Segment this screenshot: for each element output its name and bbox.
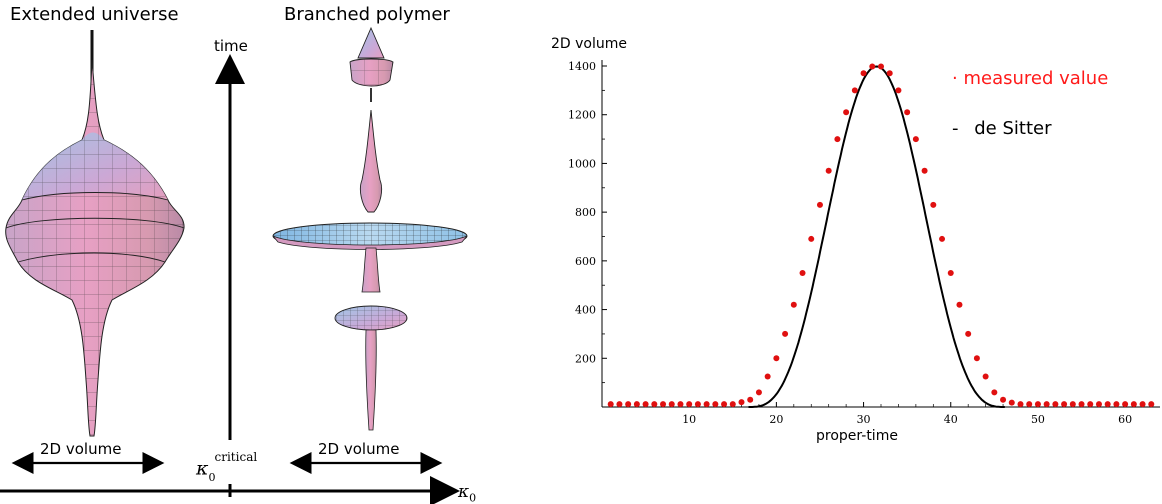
x-tick-label: 40 xyxy=(944,413,958,426)
measured-point xyxy=(965,330,972,337)
measured-point xyxy=(1130,401,1137,408)
measured-point xyxy=(677,401,684,408)
measured-point xyxy=(843,109,850,116)
measured-point xyxy=(747,396,754,403)
legend-measured-marker: · xyxy=(952,68,958,89)
x-tick-label: 10 xyxy=(682,413,696,426)
y-tick-label: 800 xyxy=(575,206,596,219)
measured-point xyxy=(956,301,963,308)
measured-point xyxy=(668,401,675,408)
measured-point xyxy=(1008,399,1015,406)
measured-point xyxy=(755,389,762,396)
kappa-axis-label: κ0 xyxy=(458,482,477,504)
legend-desitter-marker: - xyxy=(952,118,959,139)
measured-point xyxy=(816,201,823,208)
measured-point xyxy=(825,167,832,174)
measured-point xyxy=(947,270,954,277)
measured-point xyxy=(799,270,806,277)
measured-point xyxy=(625,401,632,408)
measured-point xyxy=(729,401,736,408)
measured-point xyxy=(912,136,919,143)
diagram-svg xyxy=(0,26,468,504)
measured-point xyxy=(1017,401,1024,408)
measured-point xyxy=(1104,401,1111,408)
branched-polymer-shape xyxy=(272,26,468,431)
measured-point xyxy=(1139,401,1146,408)
measured-point xyxy=(1034,401,1041,408)
measured-point xyxy=(1095,401,1102,408)
measured-point xyxy=(1087,401,1094,408)
measured-point xyxy=(1113,401,1120,408)
legend-desitter: - de Sitter xyxy=(952,118,1051,139)
x-tick-label: 30 xyxy=(857,413,871,426)
measured-point xyxy=(860,70,867,77)
measured-point xyxy=(869,63,876,70)
measured-point xyxy=(660,401,667,408)
measured-point xyxy=(921,167,928,174)
measured-point xyxy=(982,373,989,380)
y-tick-label: 200 xyxy=(575,352,596,365)
y-tick-label: 1400 xyxy=(568,60,596,73)
x-tick-label: 50 xyxy=(1031,413,1045,426)
measured-point xyxy=(878,63,884,70)
measured-point xyxy=(633,401,640,408)
measured-point xyxy=(773,355,780,362)
measured-point xyxy=(991,389,998,396)
measured-point xyxy=(616,401,623,408)
measured-point xyxy=(808,235,815,242)
chart-xlabel: proper-time xyxy=(816,428,898,444)
measured-point xyxy=(886,70,893,77)
extended-universe-title: Extended universe xyxy=(10,4,179,25)
measured-point xyxy=(721,401,728,408)
measured-point xyxy=(1148,401,1155,408)
measured-point xyxy=(790,301,797,308)
measured-point xyxy=(738,399,745,406)
x-tick-label: 60 xyxy=(1118,413,1132,426)
measured-point xyxy=(703,401,710,408)
x-tick-label: 20 xyxy=(769,413,783,426)
y-tick-label: 600 xyxy=(575,255,596,268)
measured-point xyxy=(904,109,911,116)
measured-point xyxy=(939,235,946,242)
measured-point xyxy=(712,401,719,408)
measured-point xyxy=(895,87,902,94)
measured-point xyxy=(764,373,771,380)
kappa-critical-sub: 0 xyxy=(208,471,216,485)
measured-point xyxy=(1078,401,1085,408)
measured-point xyxy=(1043,401,1050,408)
measured-point xyxy=(1061,401,1068,408)
y-tick-label: 400 xyxy=(575,304,596,317)
measured-point xyxy=(851,87,858,94)
measured-point xyxy=(1069,401,1076,408)
time-axis-label: time xyxy=(214,37,248,55)
legend-measured-label: measured value xyxy=(963,68,1109,89)
y-tick-label: 1000 xyxy=(568,157,596,170)
measured-point xyxy=(834,136,841,143)
measured-point xyxy=(930,201,937,208)
measured-point xyxy=(782,330,789,337)
kappa-critical-sup: critical xyxy=(214,450,258,464)
measured-point xyxy=(694,401,701,408)
measured-point xyxy=(1000,396,1007,403)
measured-point xyxy=(607,401,614,408)
measured-point xyxy=(1122,401,1129,408)
y-tick-label: 1200 xyxy=(568,109,596,122)
measured-point xyxy=(1026,401,1033,408)
legend-measured: · measured value xyxy=(952,68,1108,89)
measured-point xyxy=(651,401,658,408)
legend-desitter-label: de Sitter xyxy=(974,118,1052,139)
extended-universe-shape xyxy=(5,30,185,437)
measured-point xyxy=(686,401,693,408)
measured-point xyxy=(1052,401,1059,408)
measured-point xyxy=(642,401,649,408)
kappa-critical-label: κ critical 0 xyxy=(196,450,258,485)
measured-point xyxy=(973,355,980,362)
chart-ylabel: 2D volume xyxy=(551,36,628,52)
branched-polymer-title: Branched polymer xyxy=(284,4,450,25)
